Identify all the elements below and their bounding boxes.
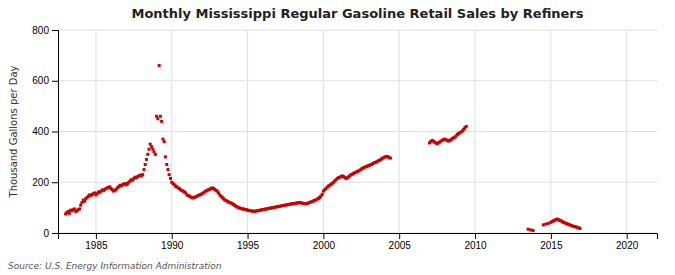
point xyxy=(144,163,147,166)
x-tick-mark xyxy=(627,233,628,239)
y-tick-label: 600 xyxy=(32,75,49,86)
x-tick-label: 2015 xyxy=(540,240,563,251)
y-tick-label: 200 xyxy=(32,177,49,188)
x-tick-label: 1995 xyxy=(237,240,260,251)
x-tick-label: 2020 xyxy=(616,240,639,251)
x-tick: 1995 xyxy=(237,233,260,251)
y-grid-line xyxy=(58,80,657,81)
point xyxy=(389,157,392,160)
point xyxy=(542,223,545,226)
y-tick-label: 0 xyxy=(43,228,49,239)
annotation: Source: U.S. Energy Information Administ… xyxy=(8,261,222,271)
point xyxy=(169,177,172,180)
point xyxy=(166,168,169,171)
point xyxy=(163,140,166,143)
y-tick: 600 xyxy=(32,75,58,86)
point xyxy=(146,153,149,156)
x-tick-mark xyxy=(96,233,97,239)
point xyxy=(321,193,324,196)
point xyxy=(168,173,171,176)
y-tick-mark xyxy=(52,182,58,183)
x-tick-mark xyxy=(475,233,476,239)
y-tick: 0 xyxy=(43,228,58,239)
points xyxy=(64,64,581,232)
x-tick: 2005 xyxy=(389,233,412,251)
x-tick-mark xyxy=(248,233,249,239)
y-tick-label: 800 xyxy=(32,25,49,36)
y-grid-line xyxy=(58,131,657,132)
y-grid-line xyxy=(58,182,657,183)
title: Monthly Mississippi Regular Gasoline Ret… xyxy=(132,6,584,21)
point xyxy=(164,155,167,158)
point xyxy=(154,153,157,156)
x-tick-mark xyxy=(172,233,173,239)
y-grid-line xyxy=(58,30,657,31)
y-axis-line xyxy=(52,31,59,234)
y-tick: 400 xyxy=(32,126,58,137)
x-tick-mark xyxy=(399,233,400,239)
point xyxy=(158,64,161,67)
point xyxy=(147,148,150,151)
y-tick: 800 xyxy=(32,25,58,36)
point xyxy=(578,227,581,230)
y-tick-mark xyxy=(52,81,58,82)
y-tick-mark xyxy=(52,233,58,234)
point xyxy=(145,158,148,161)
point xyxy=(68,212,71,215)
y-tick-mark xyxy=(52,132,58,133)
point xyxy=(78,207,81,210)
point xyxy=(532,229,535,232)
x-tick-mark xyxy=(551,233,552,239)
point xyxy=(141,173,144,176)
x-tick-label: 2010 xyxy=(464,240,487,251)
y-tick-label: 400 xyxy=(32,126,49,137)
x-tick-label: 1990 xyxy=(161,240,184,251)
point xyxy=(527,228,530,231)
y-tick: 200 xyxy=(32,177,58,188)
grid xyxy=(58,30,657,233)
chart: 1985 1990 1995 2000 2005 2010 2015 2020 0 200 400 6… xyxy=(0,0,675,275)
y-tick-mark xyxy=(52,30,58,31)
y-axis: 0 200 400 600 800 xyxy=(32,25,58,239)
x-tick: 2000 xyxy=(313,233,336,251)
point xyxy=(165,163,168,166)
x-axis: 1985 1990 1995 2000 2005 2010 2015 2020 xyxy=(59,233,658,251)
x-tick: 2020 xyxy=(616,233,639,251)
x-tick-label: 1985 xyxy=(85,240,108,251)
point xyxy=(465,125,468,128)
x-axis-line xyxy=(59,234,658,240)
point xyxy=(159,115,162,118)
point xyxy=(142,168,145,171)
point xyxy=(547,222,550,225)
x-tick-mark xyxy=(323,233,324,239)
x-tick: 2015 xyxy=(540,233,563,251)
x-tick-label: 2000 xyxy=(313,240,336,251)
point xyxy=(160,120,163,123)
x-tick: 1990 xyxy=(161,233,184,251)
x-tick: 1985 xyxy=(85,233,108,251)
plot-area: 1985 1990 1995 2000 2005 2010 2015 2020 0 200 400 6… xyxy=(32,25,657,251)
x-tick-label: 2005 xyxy=(389,240,412,251)
y-axis-title: Thousand Gallons per Day xyxy=(8,65,19,198)
point xyxy=(156,117,159,120)
x-tick: 2010 xyxy=(464,233,487,251)
